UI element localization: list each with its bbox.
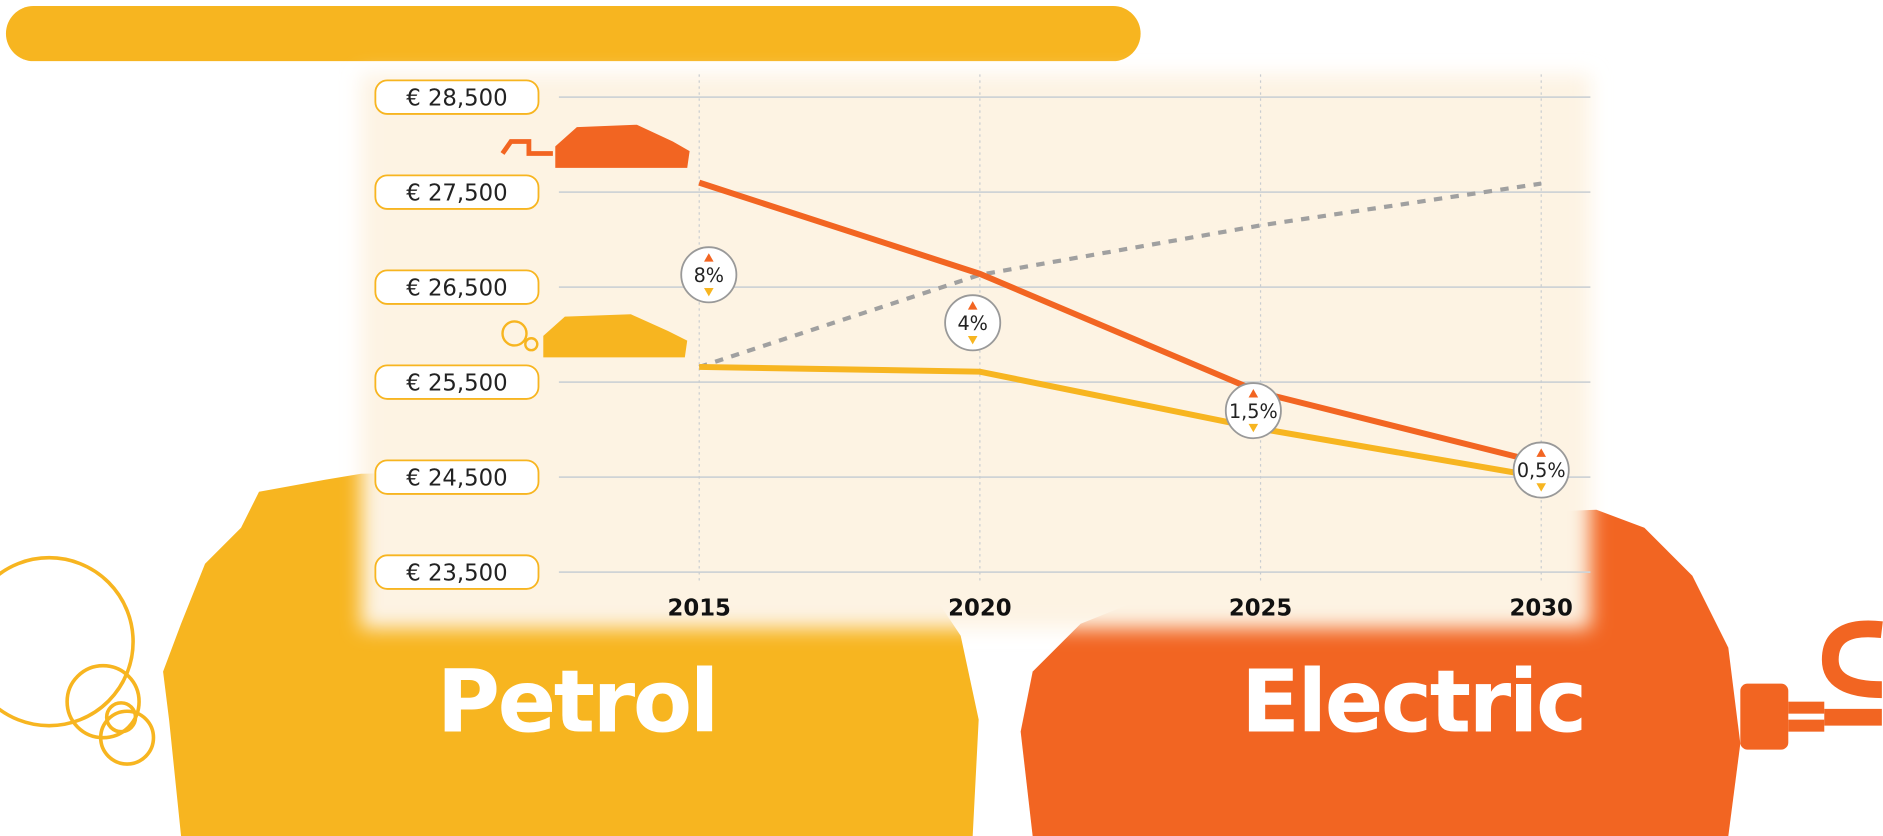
badge-label: 0,5% — [1517, 459, 1566, 482]
electric-label: Electric — [1241, 653, 1585, 753]
badge-label: 4% — [957, 312, 987, 335]
x-tick-label: 2015 — [668, 595, 731, 621]
infographic: Petrol Electric € 23,500 € 24,500 € 25,500… — [0, 0, 1883, 836]
plug-pin — [1788, 702, 1824, 714]
badge-label: 8% — [694, 264, 724, 287]
cable — [1824, 629, 1882, 717]
x-tick-label: 2030 — [1510, 595, 1573, 621]
badge-label: 1,5% — [1229, 400, 1278, 423]
y-tick-label: € 28,500 — [406, 86, 507, 112]
y-tick-label: € 27,500 — [406, 181, 507, 207]
y-tick-label: € 23,500 — [406, 561, 507, 587]
plug-pin — [1788, 720, 1824, 732]
x-tick-label: 2020 — [948, 595, 1011, 621]
x-tick-label: 2025 — [1229, 595, 1292, 621]
y-tick-label: € 24,500 — [406, 466, 507, 492]
plug — [1740, 684, 1788, 750]
petrol-label: Petrol — [437, 653, 717, 753]
header-bar — [6, 6, 1141, 61]
y-tick-label: € 25,500 — [406, 371, 507, 397]
y-tick-label: € 26,500 — [406, 276, 507, 302]
